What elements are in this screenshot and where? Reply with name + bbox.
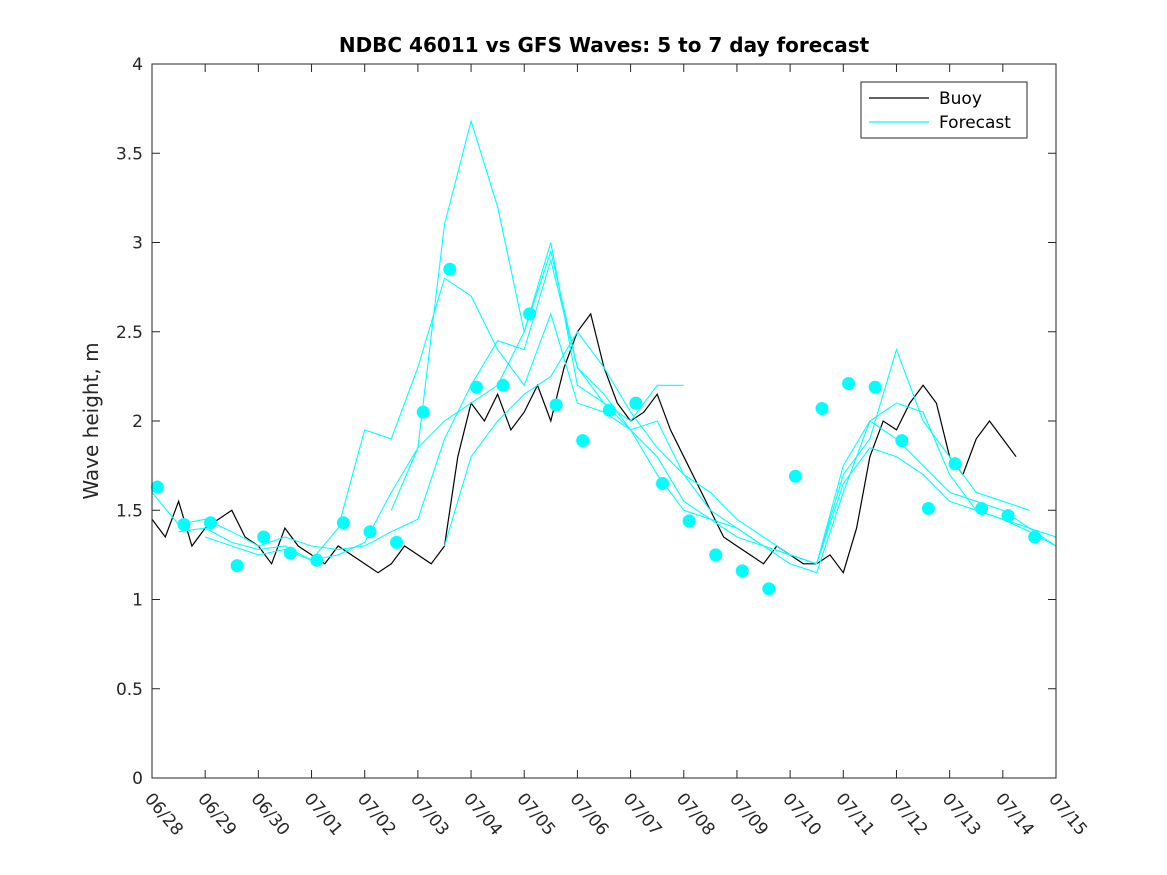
forecast-marker [469,380,483,394]
forecast-marker [895,434,909,448]
forecast-marker [310,553,324,567]
y-tick-label: 4 [132,55,143,75]
y-axis-label: Wave height, m [79,342,103,499]
forecast-marker [948,457,962,471]
forecast-series-line-5 [443,330,1056,565]
forecast-marker [416,405,430,419]
y-tick-label: 1 [132,591,143,611]
forecast-marker [363,525,377,539]
forecast-series-line-2 [178,242,1056,574]
y-tick-label: 2 [132,412,143,432]
forecast-marker [549,398,563,412]
y-tick-label: 3.5 [116,144,143,164]
forecast-marker [842,377,856,390]
legend-label: Buoy [939,89,982,109]
forecast-marker [762,582,776,596]
chart-title: NDBC 46011 vs GFS Waves: 5 to 7 day fore… [339,33,870,57]
forecast-marker [177,518,191,531]
forecast-series-line-4 [390,119,684,511]
y-tick-label: 0 [132,769,143,789]
forecast-marker [496,378,510,392]
forecast-marker [602,403,616,417]
forecast-marker [868,380,882,394]
forecast-marker [257,530,271,544]
buoy-series-line [152,312,1017,575]
forecast-marker [150,480,164,494]
forecast-marker [576,434,590,448]
forecast-marker [921,502,935,515]
y-tick-label: 2.5 [116,323,143,343]
forecast-series-line-1 [152,258,1056,565]
forecast-marker [735,564,749,578]
forecast-marker [682,514,696,528]
forecast-marker [443,262,457,276]
y-tick-label: 0.5 [116,680,143,700]
forecast-marker [815,402,829,415]
forecast-marker [336,516,350,530]
forecast-marker [656,477,669,490]
forecast-marker [788,469,802,483]
forecast-marker [1001,509,1015,523]
forecast-marker [1028,530,1042,544]
plot-area [152,64,1056,778]
y-tick-label: 3 [132,234,143,254]
forecast-marker [204,516,217,530]
forecast-marker [390,535,404,549]
forecast-marker [975,502,989,515]
forecast-series-line-3 [205,277,1030,565]
legend-box [860,81,1028,139]
forecast-marker [523,307,537,321]
y-tick-label: 1.5 [116,501,143,521]
forecast-marker [283,546,297,560]
forecast-marker [230,559,244,573]
forecast-marker [629,396,643,410]
forecast-marker [709,548,723,562]
legend-label: Forecast [939,113,1011,133]
